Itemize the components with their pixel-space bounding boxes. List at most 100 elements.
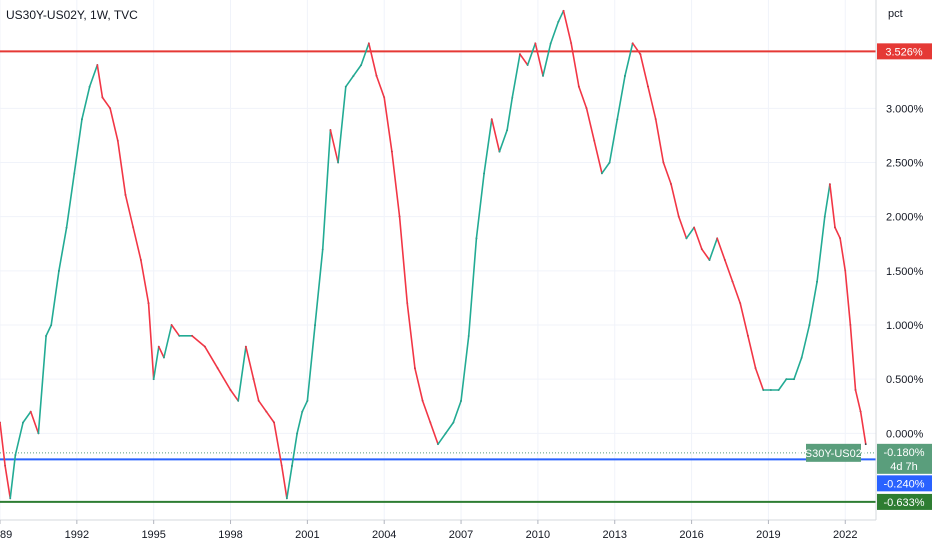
series-segment	[140, 259, 150, 305]
series-segment	[570, 42, 580, 88]
series-segment	[859, 410, 867, 445]
series-segment	[844, 270, 852, 326]
series-segment	[37, 335, 47, 435]
price-series	[0, 9, 867, 500]
series-segment	[616, 75, 626, 120]
series-segment	[534, 42, 544, 77]
series-segment	[808, 280, 818, 326]
current-price-label: -0.180%	[884, 447, 925, 459]
series-segment	[498, 129, 508, 153]
y-tick-label: 1.500%	[886, 266, 924, 278]
series-segment	[352, 64, 362, 77]
series-segment	[132, 226, 142, 261]
series-segment	[152, 345, 160, 380]
series-segment	[708, 237, 718, 261]
series-segment	[291, 432, 298, 467]
series-segment	[601, 161, 611, 175]
series-segment	[22, 410, 32, 424]
x-tick-label: 2019	[756, 529, 780, 541]
series-segment	[109, 107, 119, 142]
series-segment	[158, 345, 165, 359]
series-segment	[662, 161, 672, 185]
x-tick-label: 1995	[141, 529, 165, 541]
x-tick-label: 2007	[449, 529, 473, 541]
series-segment	[265, 410, 275, 424]
series-segment	[0, 421, 6, 467]
series-segment	[383, 96, 393, 153]
series-segment	[800, 324, 811, 359]
series-segment	[685, 226, 695, 240]
series-segment	[475, 172, 485, 240]
series-segment	[229, 389, 240, 402]
x-tick-label: 2016	[679, 529, 703, 541]
price-axis[interactable]: 3.000% 2.500% 2.000% 1.500% 1.000% 0.500% 0.00…	[886, 103, 924, 440]
series-segment	[490, 118, 501, 153]
series-segment	[834, 226, 841, 240]
y-tick-label: 0.000%	[886, 428, 924, 440]
series-segment	[96, 64, 104, 99]
series-segment	[245, 345, 255, 380]
series-segment	[724, 259, 734, 283]
series-segment	[237, 345, 247, 402]
series-segment	[45, 324, 53, 337]
series-segment	[519, 53, 529, 66]
series-segment	[549, 20, 560, 45]
series-segment	[716, 237, 726, 261]
current-price-badge	[877, 443, 932, 474]
x-tick-label: 2001	[295, 529, 319, 541]
x-tick-label: 2013	[602, 529, 626, 541]
y-tick-label: 3.000%	[886, 103, 924, 115]
series-segment	[429, 421, 439, 445]
series-segment	[296, 410, 304, 435]
level-badge-label: -0.240%	[884, 478, 925, 490]
series-segment	[557, 10, 565, 23]
x-tick-label: 1992	[65, 529, 89, 541]
series-segment	[398, 215, 409, 305]
series-segment	[329, 129, 339, 164]
series-segment	[280, 465, 288, 500]
series-segment	[747, 335, 757, 370]
series-segment	[9, 454, 17, 500]
series-segment	[608, 118, 619, 164]
series-segment	[301, 400, 309, 413]
series-segment	[375, 75, 386, 99]
series-segment	[793, 356, 803, 380]
series-segment	[216, 367, 232, 391]
series-segment	[452, 400, 462, 424]
x-tick-label: 2010	[526, 529, 550, 541]
series-segment	[460, 335, 470, 402]
y-tick-label: 0.500%	[886, 374, 924, 386]
series-segment	[854, 389, 862, 413]
series-segment	[321, 129, 332, 250]
level-badge	[877, 475, 932, 492]
time-axis[interactable]: 1989 1992 1995 1998 2001 2004 2007 2010 2013 2016…	[0, 520, 858, 541]
series-segment	[437, 432, 447, 445]
symbol-badge	[806, 443, 861, 462]
series-segment	[777, 378, 788, 391]
y-tick-label: 2.500%	[886, 158, 924, 170]
series-segment	[147, 302, 155, 380]
series-segment	[4, 465, 12, 500]
series-segment	[50, 270, 60, 326]
series-segment	[816, 215, 826, 283]
series-segment	[101, 96, 111, 110]
series-segment	[444, 421, 455, 435]
series-segment	[421, 400, 432, 424]
series-segment	[578, 85, 588, 110]
y-tick-label: 2.000%	[886, 212, 924, 224]
series-segment	[406, 302, 416, 370]
axis-unit-label: pct	[888, 8, 903, 20]
series-segment	[117, 140, 127, 196]
level-badge	[877, 43, 932, 60]
series-segment	[29, 410, 40, 435]
series-segment	[344, 75, 355, 88]
series-segment	[823, 183, 831, 218]
series-segment	[257, 400, 268, 413]
series-segment	[286, 465, 293, 500]
series-segment	[314, 248, 324, 326]
series-segment	[467, 237, 478, 337]
series-segment	[88, 64, 99, 88]
series-segment	[368, 42, 378, 77]
horizontal-levels	[0, 50, 876, 503]
